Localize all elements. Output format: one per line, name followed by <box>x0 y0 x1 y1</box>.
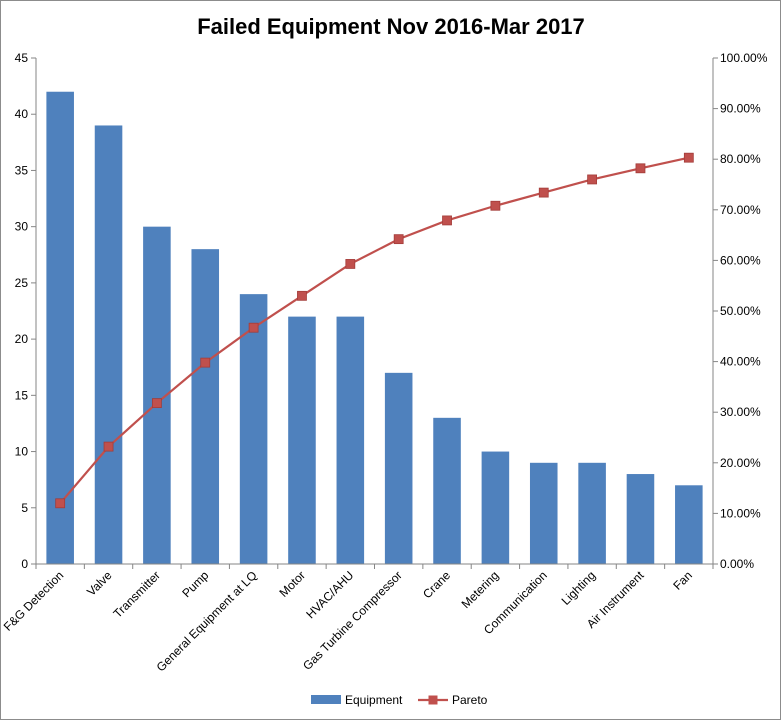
pareto-line <box>59 156 690 504</box>
x-tick-label: Lighting <box>559 568 599 608</box>
bar <box>626 474 655 564</box>
bar-series <box>46 91 703 564</box>
y-tick-label: 35 <box>15 163 29 177</box>
pareto-marker <box>345 259 356 269</box>
bar <box>288 316 316 564</box>
pareto-marker <box>393 234 404 245</box>
pareto-marker <box>683 152 694 163</box>
bar <box>239 294 268 564</box>
pareto-marker <box>248 322 259 333</box>
x-tick-label: Fan <box>670 568 695 593</box>
x-tick-label: General Equipment at LQ <box>154 568 260 674</box>
y-tick-label: 20 <box>15 332 29 346</box>
legend-marker-pareto <box>428 695 438 705</box>
y-tick-label: 30 <box>15 220 29 234</box>
y2-tick-label: 100.00% <box>720 51 768 65</box>
bar <box>578 462 606 564</box>
pareto-marker <box>103 441 114 452</box>
y2-tick-label: 40.00% <box>720 355 761 369</box>
bar <box>675 485 703 564</box>
y2-tick-label: 80.00% <box>720 152 761 166</box>
bar <box>94 125 123 564</box>
x-tick-label: Valve <box>84 568 115 599</box>
y-tick-label: 0 <box>21 557 28 571</box>
y2-tick-label: 90.00% <box>720 102 761 116</box>
pareto-marker <box>490 200 501 211</box>
bar <box>191 249 220 564</box>
pareto-marker <box>635 163 646 174</box>
legend: Equipment Pareto <box>311 693 488 707</box>
line-series <box>55 152 694 509</box>
bar <box>384 372 413 564</box>
x-tick-label: Transmitter <box>111 568 163 620</box>
y-tick-label: 10 <box>15 445 29 459</box>
pareto-marker <box>297 290 307 301</box>
pareto-marker <box>200 357 211 368</box>
y2-tick-label: 0.00% <box>720 557 754 571</box>
legend-swatch-equipment <box>311 695 341 704</box>
bar <box>433 417 461 564</box>
y2-tick-label: 30.00% <box>720 405 761 419</box>
y-tick-label: 25 <box>15 276 29 290</box>
x-tick-label: Motor <box>276 568 308 600</box>
y-tick-label: 15 <box>15 388 29 402</box>
pareto-marker <box>587 174 598 185</box>
chart-title: Failed Equipment Nov 2016-Mar 2017 <box>197 14 585 39</box>
pareto-marker <box>151 398 162 408</box>
bar <box>46 91 74 564</box>
y-tick-label: 40 <box>15 107 29 121</box>
pareto-marker <box>55 498 66 509</box>
y2-tick-label: 10.00% <box>720 506 761 520</box>
y-tick-label: 45 <box>15 51 29 65</box>
legend-label-equipment: Equipment <box>345 693 403 707</box>
bar <box>336 316 365 564</box>
x-tick-label: F&G Detection <box>1 568 66 634</box>
y2-tick-label: 70.00% <box>720 203 761 217</box>
bar <box>529 462 558 564</box>
x-tick-label: Gas Turbine Compressor <box>300 568 405 673</box>
y2-tick-label: 20.00% <box>720 456 761 470</box>
y-tick-label: 5 <box>21 501 28 515</box>
y2-tick-label: 60.00% <box>720 253 761 267</box>
legend-label-pareto: Pareto <box>452 693 488 707</box>
pareto-marker <box>538 187 549 198</box>
pareto-marker <box>442 215 452 226</box>
x-tick-label: Pump <box>179 568 211 600</box>
bar <box>481 451 510 564</box>
x-tick-label: Metering <box>459 568 502 611</box>
x-tick-label: Crane <box>420 568 453 601</box>
y2-tick-label: 50.00% <box>720 304 761 318</box>
